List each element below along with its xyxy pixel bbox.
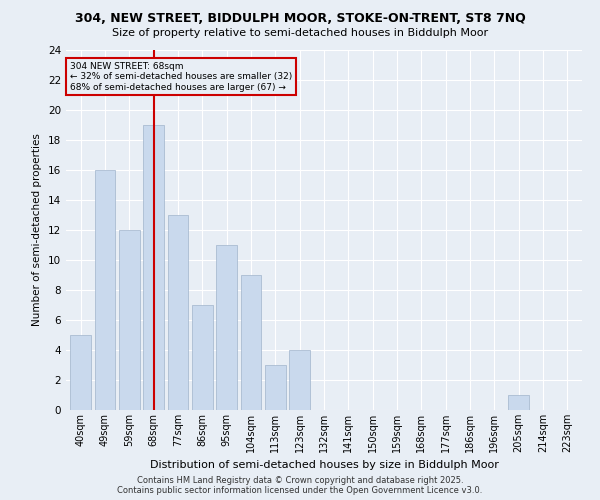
Bar — [241, 275, 262, 410]
Text: 304, NEW STREET, BIDDULPH MOOR, STOKE-ON-TRENT, ST8 7NQ: 304, NEW STREET, BIDDULPH MOOR, STOKE-ON… — [74, 12, 526, 26]
Bar — [70, 335, 91, 410]
Text: Size of property relative to semi-detached houses in Biddulph Moor: Size of property relative to semi-detach… — [112, 28, 488, 38]
Bar — [265, 365, 286, 410]
Bar — [167, 215, 188, 410]
Y-axis label: Number of semi-detached properties: Number of semi-detached properties — [32, 134, 43, 326]
Text: 304 NEW STREET: 68sqm
← 32% of semi-detached houses are smaller (32)
68% of semi: 304 NEW STREET: 68sqm ← 32% of semi-deta… — [70, 62, 292, 92]
X-axis label: Distribution of semi-detached houses by size in Biddulph Moor: Distribution of semi-detached houses by … — [149, 460, 499, 470]
Bar — [95, 170, 115, 410]
Text: Contains HM Land Registry data © Crown copyright and database right 2025.
Contai: Contains HM Land Registry data © Crown c… — [118, 476, 482, 495]
Bar — [143, 125, 164, 410]
Bar — [508, 395, 529, 410]
Bar — [289, 350, 310, 410]
Bar — [216, 245, 237, 410]
Bar — [192, 305, 212, 410]
Bar — [119, 230, 140, 410]
